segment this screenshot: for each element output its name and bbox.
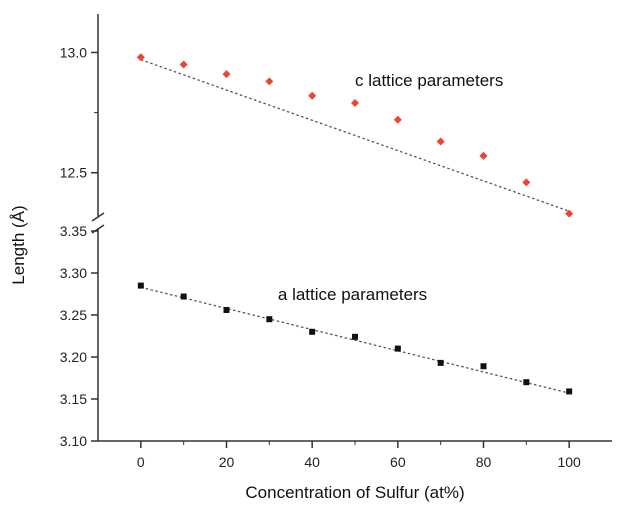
- a-lattice-point: [180, 293, 187, 300]
- x-tick-label: 40: [304, 454, 320, 470]
- fit-lines: [140, 59, 570, 394]
- y-tick-label: 3.20: [60, 349, 87, 365]
- fit-line: [140, 286, 570, 394]
- axes: [91, 14, 612, 442]
- y-axis-title: Length (Å): [9, 205, 28, 284]
- a-lattice-point: [566, 388, 573, 395]
- c-lattice-point: [222, 70, 231, 79]
- y-tick-label: 13.0: [60, 44, 87, 60]
- axis-break-line: [91, 212, 105, 222]
- y-tick-label: 3.30: [60, 265, 87, 281]
- fit-line: [140, 59, 570, 212]
- x-tick-label: 100: [557, 454, 581, 470]
- a-lattice-point: [352, 333, 358, 340]
- x-tick-label: 60: [390, 454, 406, 470]
- x-tick-label: 0: [137, 454, 145, 470]
- annotation-label: a lattice parameters: [278, 285, 427, 304]
- c-lattice-point: [436, 137, 445, 146]
- y-tick-label: 3.35: [60, 223, 87, 239]
- data-points: [136, 53, 574, 395]
- x-tick-label: 80: [476, 454, 492, 470]
- c-lattice-point: [565, 209, 574, 218]
- c-lattice-point: [393, 115, 402, 124]
- annotations: c lattice parameters a lattice parameters: [278, 71, 503, 304]
- a-lattice-point: [394, 345, 401, 352]
- x-axis-title: Concentration of Sulfur (at%): [245, 483, 464, 502]
- y-tick-label: 3.15: [60, 391, 87, 407]
- c-lattice-point: [265, 77, 274, 86]
- a-lattice-point: [523, 379, 530, 386]
- tick-labels: 0 20 40 60 80 100 12.5 13.0 3.10 3.15 3.20 3.25 3.30…: [60, 44, 581, 470]
- y-tick-label: 3.10: [60, 433, 87, 449]
- a-lattice-point: [480, 363, 487, 370]
- c-lattice-point: [522, 178, 531, 187]
- a-lattice-point: [437, 359, 444, 366]
- c-lattice-point: [179, 60, 188, 69]
- c-lattice-point: [136, 53, 145, 62]
- a-lattice-point: [266, 316, 273, 323]
- c-lattice-point: [479, 151, 488, 160]
- a-lattice-point: [137, 282, 144, 289]
- x-tick-label: 20: [219, 454, 235, 470]
- y-tick-label: 12.5: [60, 165, 87, 181]
- a-lattice-point: [223, 306, 230, 313]
- y-tick-label: 3.25: [60, 307, 87, 323]
- annotation-label: c lattice parameters: [355, 71, 503, 90]
- c-lattice-point: [308, 91, 317, 100]
- tick-marks: [91, 51, 570, 448]
- a-lattice-point: [309, 328, 316, 335]
- c-lattice-point: [351, 98, 359, 107]
